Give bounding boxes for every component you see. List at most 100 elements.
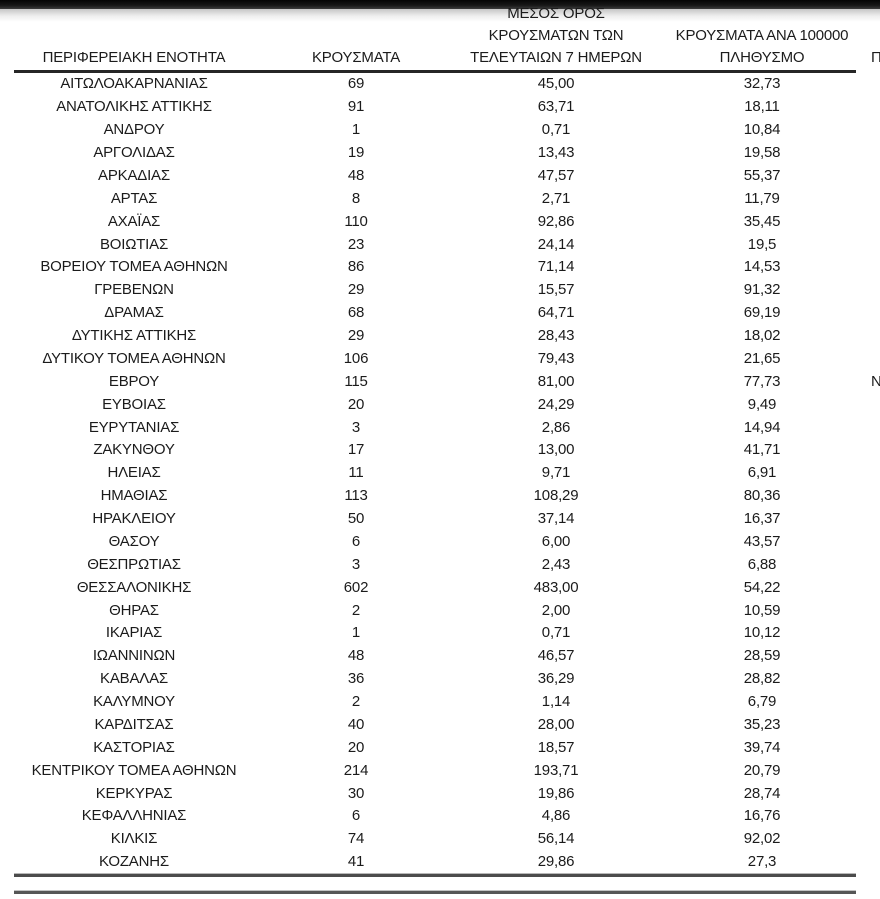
header-rule [14,70,856,73]
per100k-value: 19,58 [743,144,781,162]
per100k-value: 35,23 [743,715,781,733]
cases-value: 68 [347,304,365,322]
column-header-clipped: Π [866,0,880,70]
cases-value: 40 [347,715,365,733]
cases-value: 50 [347,510,365,528]
region-name: ΚΑΡΔΙΤΣΑΣ [94,715,174,733]
cases-value: 48 [347,166,365,184]
avg7days-value: 9,71 [541,464,571,482]
region-name: ΕΥΒΟΙΑΣ [102,395,166,413]
region-name: ΘΕΣΣΑΛΟΝΙΚΗΣ [76,578,192,596]
cases-value: 602 [343,578,369,596]
table-header-row: ΠΕΡΙΦΕΡΕΙΑΚΗ ΕΝΟΤΗΤΑ ΚΡΟΥΣΜΑΤΑ ΜΕΣΟΣ ΟΡΟ… [0,0,880,70]
avg7days-value: 37,14 [537,510,575,528]
region-name: ΚΟΖΑΝΗΣ [99,853,169,871]
header-line: ΠΕΡΙΦΕΡΕΙΑΚΗ ΕΝΟΤΗΤΑ [42,49,226,66]
avg7days-value: 46,57 [537,647,575,665]
avg7days-value: 6,00 [541,532,571,550]
region-name: ΑΙΤΩΛΟΑΚΑΡΝΑΝΙΑΣ [60,75,208,93]
table-row: ΑΡΚΑΔΙΑΣ 48 47,57 55,37 [0,165,880,188]
cases-value: 1 [351,624,361,642]
region-name: ΚΑΛΥΜΝΟΥ [93,693,175,711]
region-name: ΙΚΑΡΙΑΣ [105,624,163,642]
cases-value: 19 [347,144,365,162]
cases-value: 86 [347,258,365,276]
column-header-avg7days: ΜΕΣΟΣ ΟΡΟΣ ΚΡΟΥΣΜΑΤΩΝ ΤΩΝ ΤΕΛΕΥΤΑΙΩΝ 7 Η… [454,0,658,70]
per100k-value: 18,02 [743,327,781,345]
per100k-value: 18,11 [744,98,780,116]
per100k-value: 10,12 [743,624,781,642]
region-name: ΑΝΔΡΟΥ [103,121,165,139]
table-row: ΑΡΤΑΣ 8 2,71 11,79 [0,187,880,210]
cases-value: 115 [344,372,368,390]
region-name: ΑΡΓΟΛΙΔΑΣ [93,144,175,162]
cases-value: 17 [347,441,365,459]
region-name: ΚΕΡΚΥΡΑΣ [95,784,173,802]
per100k-value: 14,94 [743,418,781,436]
avg7days-value: 28,00 [537,715,575,733]
table-row: ΕΥΒΟΙΑΣ 20 24,29 9,49 [0,393,880,416]
avg7days-value: 79,43 [537,349,575,367]
table-row: ΙΩΑΝΝΙΝΩΝ 48 46,57 28,59 [0,645,880,668]
header-line: ΚΡΟΥΣΜΑΤΑ [311,49,401,66]
avg7days-value: 15,57 [537,281,575,299]
per100k-value: 43,57 [743,532,781,550]
page-bottom-rule [14,891,856,894]
avg7days-value: 56,14 [537,830,575,848]
cases-value: 30 [347,784,365,802]
per100k-value: 55,37 [743,166,781,184]
region-name: ΘΕΣΠΡΩΤΙΑΣ [87,555,181,573]
per100k-value: 16,37 [743,510,781,528]
per100k-value: 20,79 [743,761,781,779]
avg7days-value: 483,00 [533,578,579,596]
cases-value: 20 [347,738,365,756]
avg7days-value: 18,57 [537,738,575,756]
cases-value: 91 [347,98,365,116]
avg7days-value: 36,29 [537,670,575,688]
cases-value: 20 [347,395,365,413]
table-row: ΚΙΛΚΙΣ 74 56,14 92,02 [0,828,880,851]
cases-value: 2 [351,601,361,619]
cases-value: 113 [344,487,368,505]
avg7days-value: 28,43 [537,327,575,345]
avg7days-value: 2,43 [541,555,571,573]
avg7days-value: 19,86 [537,784,575,802]
region-name: ΗΡΑΚΛΕΙΟΥ [92,510,176,528]
region-name: ΚΕΝΤΡΙΚΟΥ ΤΟΜΕΑ ΑΘΗΝΩΝ [31,761,237,779]
avg7days-value: 71,14 [537,258,575,276]
region-name: ΖΑΚΥΝΘΟΥ [93,441,175,459]
per100k-value: 92,02 [743,830,781,848]
table-row: ΘΑΣΟΥ 6 6,00 43,57 [0,531,880,554]
table-row: ΘΕΣΠΡΩΤΙΑΣ 3 2,43 6,88 [0,553,880,576]
cases-value: 36 [347,670,365,688]
per100k-value: 10,59 [743,601,781,619]
table-row: ΘΗΡΑΣ 2 2,00 10,59 [0,599,880,622]
per100k-value: 27,3 [747,853,777,871]
table-row: ΔΡΑΜΑΣ 68 64,71 69,19 [0,302,880,325]
avg7days-value: 4,86 [541,807,571,825]
region-name: ΘΗΡΑΣ [109,601,159,619]
avg7days-value: 1,14 [541,693,571,711]
table-body: ΑΙΤΩΛΟΑΚΑΡΝΑΝΙΑΣ 69 45,00 32,73 ΑΝΑΤΟΛΙΚ… [0,73,880,874]
table-row: ΑΝΑΤΟΛΙΚΗΣ ΑΤΤΙΚΗΣ 91 63,71 18,11 [0,96,880,119]
region-name: ΚΑΣΤΟΡΙΑΣ [93,738,175,756]
table-row: ΘΕΣΣΑΛΟΝΙΚΗΣ 602 483,00 54,22 [0,576,880,599]
cases-value: 1 [351,121,361,139]
table-row: ΔΥΤΙΚΟΥ ΤΟΜΕΑ ΑΘΗΝΩΝ 106 79,43 21,65 [0,348,880,371]
cases-value: 110 [344,212,368,230]
avg7days-value: 2,00 [541,601,571,619]
region-name: ΔΥΤΙΚΟΥ ΤΟΜΕΑ ΑΘΗΝΩΝ [42,349,226,367]
cases-value: 2 [351,693,361,711]
cases-value: 29 [347,327,365,345]
cases-value: 3 [351,555,361,573]
per100k-value: 41,71 [743,441,781,459]
cases-value: 11 [348,464,364,482]
avg7days-value: 0,71 [541,624,571,642]
per100k-value: 21,65 [743,349,781,367]
top-shadow-fade [0,9,880,22]
per100k-value: 69,19 [743,304,781,322]
table-row: ΔΥΤΙΚΗΣ ΑΤΤΙΚΗΣ 29 28,43 18,02 [0,325,880,348]
header-line: ΜΕΣΟΣ ΟΡΟΣ [507,5,605,22]
cases-value: 74 [347,830,365,848]
